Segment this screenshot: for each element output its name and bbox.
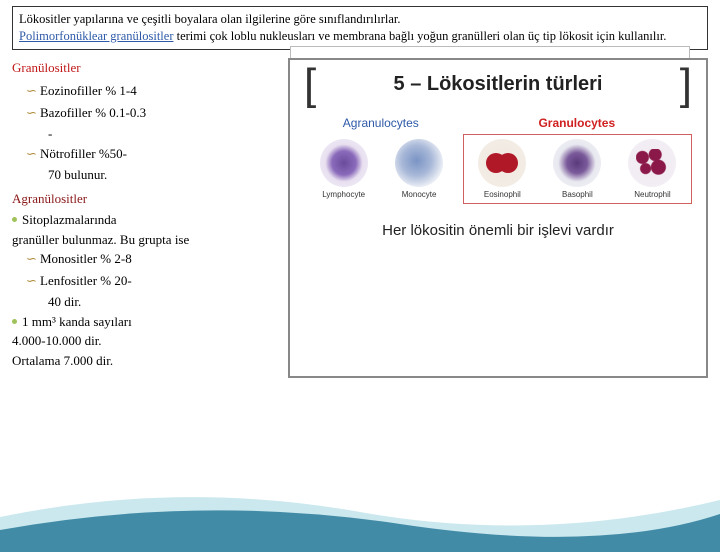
intro-text-2: terimi çok loblu nukleusları ve membrana…	[173, 29, 666, 43]
ort-line: Ortalama 7.000 dir.	[12, 351, 242, 371]
lenfo-item-b: 40 dir.	[26, 292, 242, 312]
slide-container: Lökositler yapılarına ve çeşitli boyalar…	[0, 0, 720, 540]
dash-item: -	[26, 124, 242, 144]
left-column: Granülositler Eozinofiller % 1-4 Bazofil…	[12, 58, 242, 371]
notro-item: Nötrofiller %50-	[26, 144, 242, 164]
agranulositler-title: Agranülositler	[12, 189, 242, 209]
notro-item-b: 70 bulunur.	[26, 165, 242, 185]
neutrophil-label: Neutrophil	[634, 190, 670, 199]
eosinophil-cell: Eosinophil	[466, 139, 539, 199]
content-row: Granülositler Eozinofiller % 1-4 Bazofil…	[12, 58, 708, 371]
group-labels: Agranulocytes Granulocytes	[304, 116, 692, 134]
agranulo-list: Monositler % 2-8 Lenfositler % 20- 40 di…	[12, 249, 242, 312]
figure-caption: Her lökositin önemli bir işlevi vardır	[290, 208, 706, 239]
lymphocyte-cell: Lymphocyte	[307, 139, 380, 199]
neutrophil-cell: Neutrophil	[616, 139, 689, 199]
intro-term: Polimorfonüklear granülositler	[19, 29, 173, 43]
bracket-right-icon: ]	[680, 60, 692, 110]
mono-item: Monositler % 2-8	[26, 249, 242, 269]
monocyte-cell: Monocyte	[382, 139, 455, 199]
sitop-b: granüller bulunmaz. Bu grupta ise	[12, 230, 242, 250]
eosinophil-icon	[478, 139, 526, 187]
figure-title: 5 – Lökositlerin türleri	[316, 67, 680, 102]
lymphocyte-icon	[320, 139, 368, 187]
monocyte-label: Monocyte	[402, 190, 437, 199]
monocyte-icon	[395, 139, 443, 187]
basophil-label: Basophil	[562, 190, 593, 199]
sitop-line: Sitoplazmalarında	[12, 210, 242, 230]
figure-title-row: [ 5 – Lökositlerin türleri ]	[290, 60, 706, 110]
granulo-list: Eozinofiller % 1-4 Bazofiller % 0.1-0.3 …	[12, 81, 242, 185]
cells-row: Lymphocyte Monocyte Eosinophil	[304, 134, 692, 204]
granulocytes-label: Granulocytes	[462, 116, 692, 130]
bracket-left-icon: [	[304, 60, 316, 110]
gran-cells: Eosinophil Basophil Neutrophil	[463, 134, 692, 204]
wave-decoration-icon	[0, 462, 720, 552]
lenfo-item: Lenfositler % 20-	[26, 271, 242, 291]
neutrophil-icon	[628, 139, 676, 187]
right-column: [ 5 – Lökositlerin türleri ] Agranulocyt…	[250, 58, 708, 371]
basophil-cell: Basophil	[541, 139, 614, 199]
lymphocyte-label: Lymphocyte	[322, 190, 365, 199]
bazo-item: Bazofiller % 0.1-0.3	[26, 103, 242, 123]
agranulocytes-label: Agranulocytes	[304, 116, 458, 130]
intro-box: Lökositler yapılarına ve çeşitli boyalar…	[12, 6, 708, 50]
granulositler-title: Granülositler	[12, 58, 242, 78]
agran-cells: Lymphocyte Monocyte	[304, 134, 459, 204]
mm-line-b: 4.000-10.000 dir.	[12, 331, 242, 351]
basophil-icon	[553, 139, 601, 187]
intro-text-1: Lökositler yapılarına ve çeşitli boyalar…	[19, 12, 400, 26]
sitop-a: Sitoplazmalarında	[22, 212, 117, 227]
mm-line-a: 1 mm³ kanda sayıları	[12, 312, 242, 332]
eosinophil-label: Eosinophil	[484, 190, 521, 199]
figure-frame: [ 5 – Lökositlerin türleri ] Agranulocyt…	[288, 58, 708, 378]
cell-area: Agranulocytes Granulocytes Lymphocyte Mo…	[290, 110, 706, 208]
eosino-item: Eozinofiller % 1-4	[26, 81, 242, 101]
